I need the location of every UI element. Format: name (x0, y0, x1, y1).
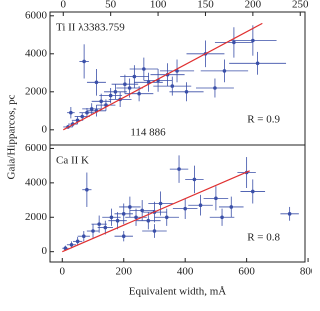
y-axis-label: Gaia/Hipparcos, pc (6, 94, 18, 179)
point (170, 84, 175, 88)
point (128, 205, 132, 209)
point (140, 208, 144, 213)
point (89, 107, 94, 111)
y-tick-label: 0 (42, 245, 48, 257)
point (127, 86, 132, 90)
point (75, 239, 80, 244)
x-tick-label: 50 (105, 0, 117, 11)
annotation: R = 0.8 (247, 232, 280, 244)
point (232, 40, 236, 45)
y-tick-label: 4000 (25, 47, 48, 59)
point (121, 212, 126, 216)
x-tick-label: 600 (238, 266, 255, 278)
panel-frame (49, 144, 306, 263)
x-axis-label: Equivalent width, mÅ (129, 286, 227, 298)
x-tick-label: 200 (245, 0, 262, 11)
point (142, 67, 146, 71)
point (63, 246, 68, 251)
x-tick-label: 800 (300, 266, 312, 278)
point (177, 167, 181, 171)
point (85, 110, 89, 115)
point (137, 91, 141, 96)
x-tick-label: 250 (292, 0, 309, 11)
point (192, 177, 197, 182)
page: {"chart_data":[ {"type":"scatter","title… (5, 0, 317, 298)
point (82, 59, 86, 64)
y-tick-label: 6000 (25, 142, 48, 154)
annotation: 114 886 (130, 127, 166, 139)
point (94, 80, 99, 85)
point (255, 61, 260, 66)
point (214, 196, 218, 201)
point (103, 225, 108, 230)
y-tick-label: 2000 (25, 85, 48, 97)
point (115, 218, 120, 223)
x-tick-label: 0 (60, 266, 66, 278)
point (158, 201, 163, 206)
panel-title: Ca II K (56, 155, 89, 167)
point (132, 74, 137, 79)
y-tick-label: 4000 (25, 176, 48, 188)
panel-title: Ti II λ3383.759 (56, 22, 125, 34)
point (123, 82, 127, 86)
point (109, 215, 114, 220)
point (69, 110, 73, 115)
point (152, 229, 157, 233)
point (183, 206, 187, 211)
point (146, 218, 151, 223)
point (113, 90, 118, 94)
x-tick-label: 400 (177, 266, 194, 278)
annotation: R = 0.9 (247, 114, 280, 126)
y-tick-label: 6000 (25, 9, 48, 21)
x-tick-label: 0 (61, 0, 67, 11)
x-tick-label: 100 (150, 0, 167, 11)
point (108, 93, 113, 98)
fit-line (62, 170, 250, 253)
point (81, 234, 86, 238)
point (91, 229, 95, 233)
point (184, 90, 189, 94)
point (69, 242, 74, 247)
x-tick-label: 150 (197, 0, 214, 11)
point (198, 203, 203, 208)
x-tick-label: 200 (115, 266, 132, 278)
y-tick-label: 2000 (25, 211, 48, 223)
point (80, 114, 85, 119)
point (251, 38, 255, 43)
point (287, 212, 292, 216)
point (213, 86, 217, 90)
point (229, 205, 234, 209)
point (134, 215, 138, 220)
point (220, 215, 224, 220)
point (99, 99, 103, 104)
point (164, 215, 169, 220)
fit-line (62, 22, 263, 131)
y-tick-label: 0 (42, 123, 48, 135)
point (222, 69, 227, 73)
point (97, 222, 101, 226)
point (250, 189, 255, 194)
point (85, 187, 89, 192)
point (121, 234, 126, 238)
